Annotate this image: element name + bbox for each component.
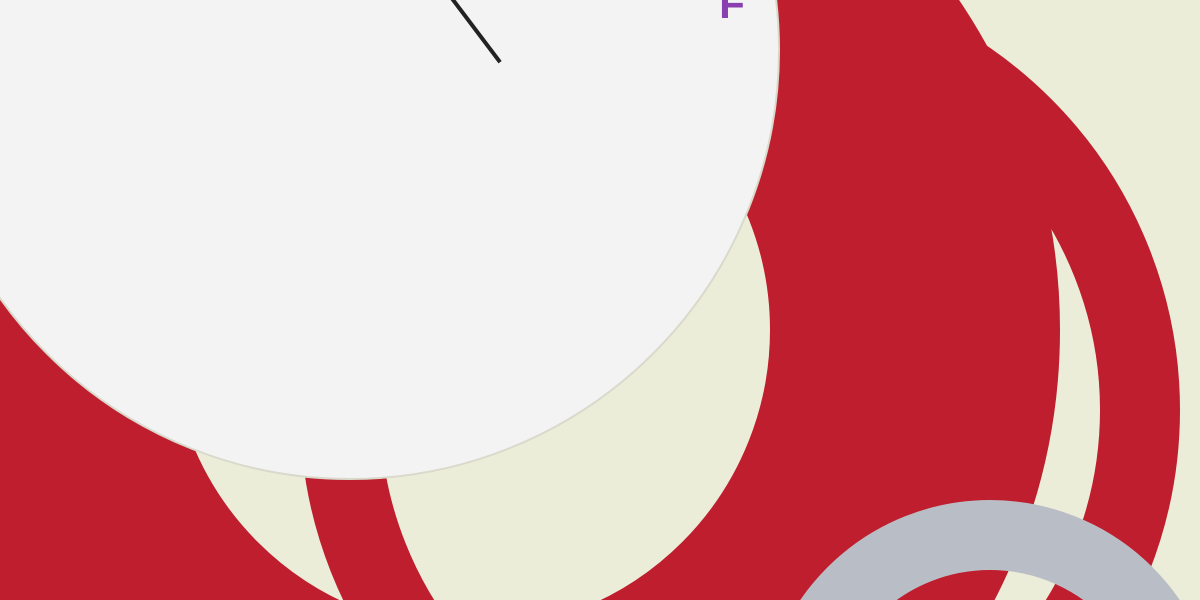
figure-stage: OOFFFFNN (0, 0, 1200, 600)
atom-label-F_br: F (719, 0, 745, 25)
